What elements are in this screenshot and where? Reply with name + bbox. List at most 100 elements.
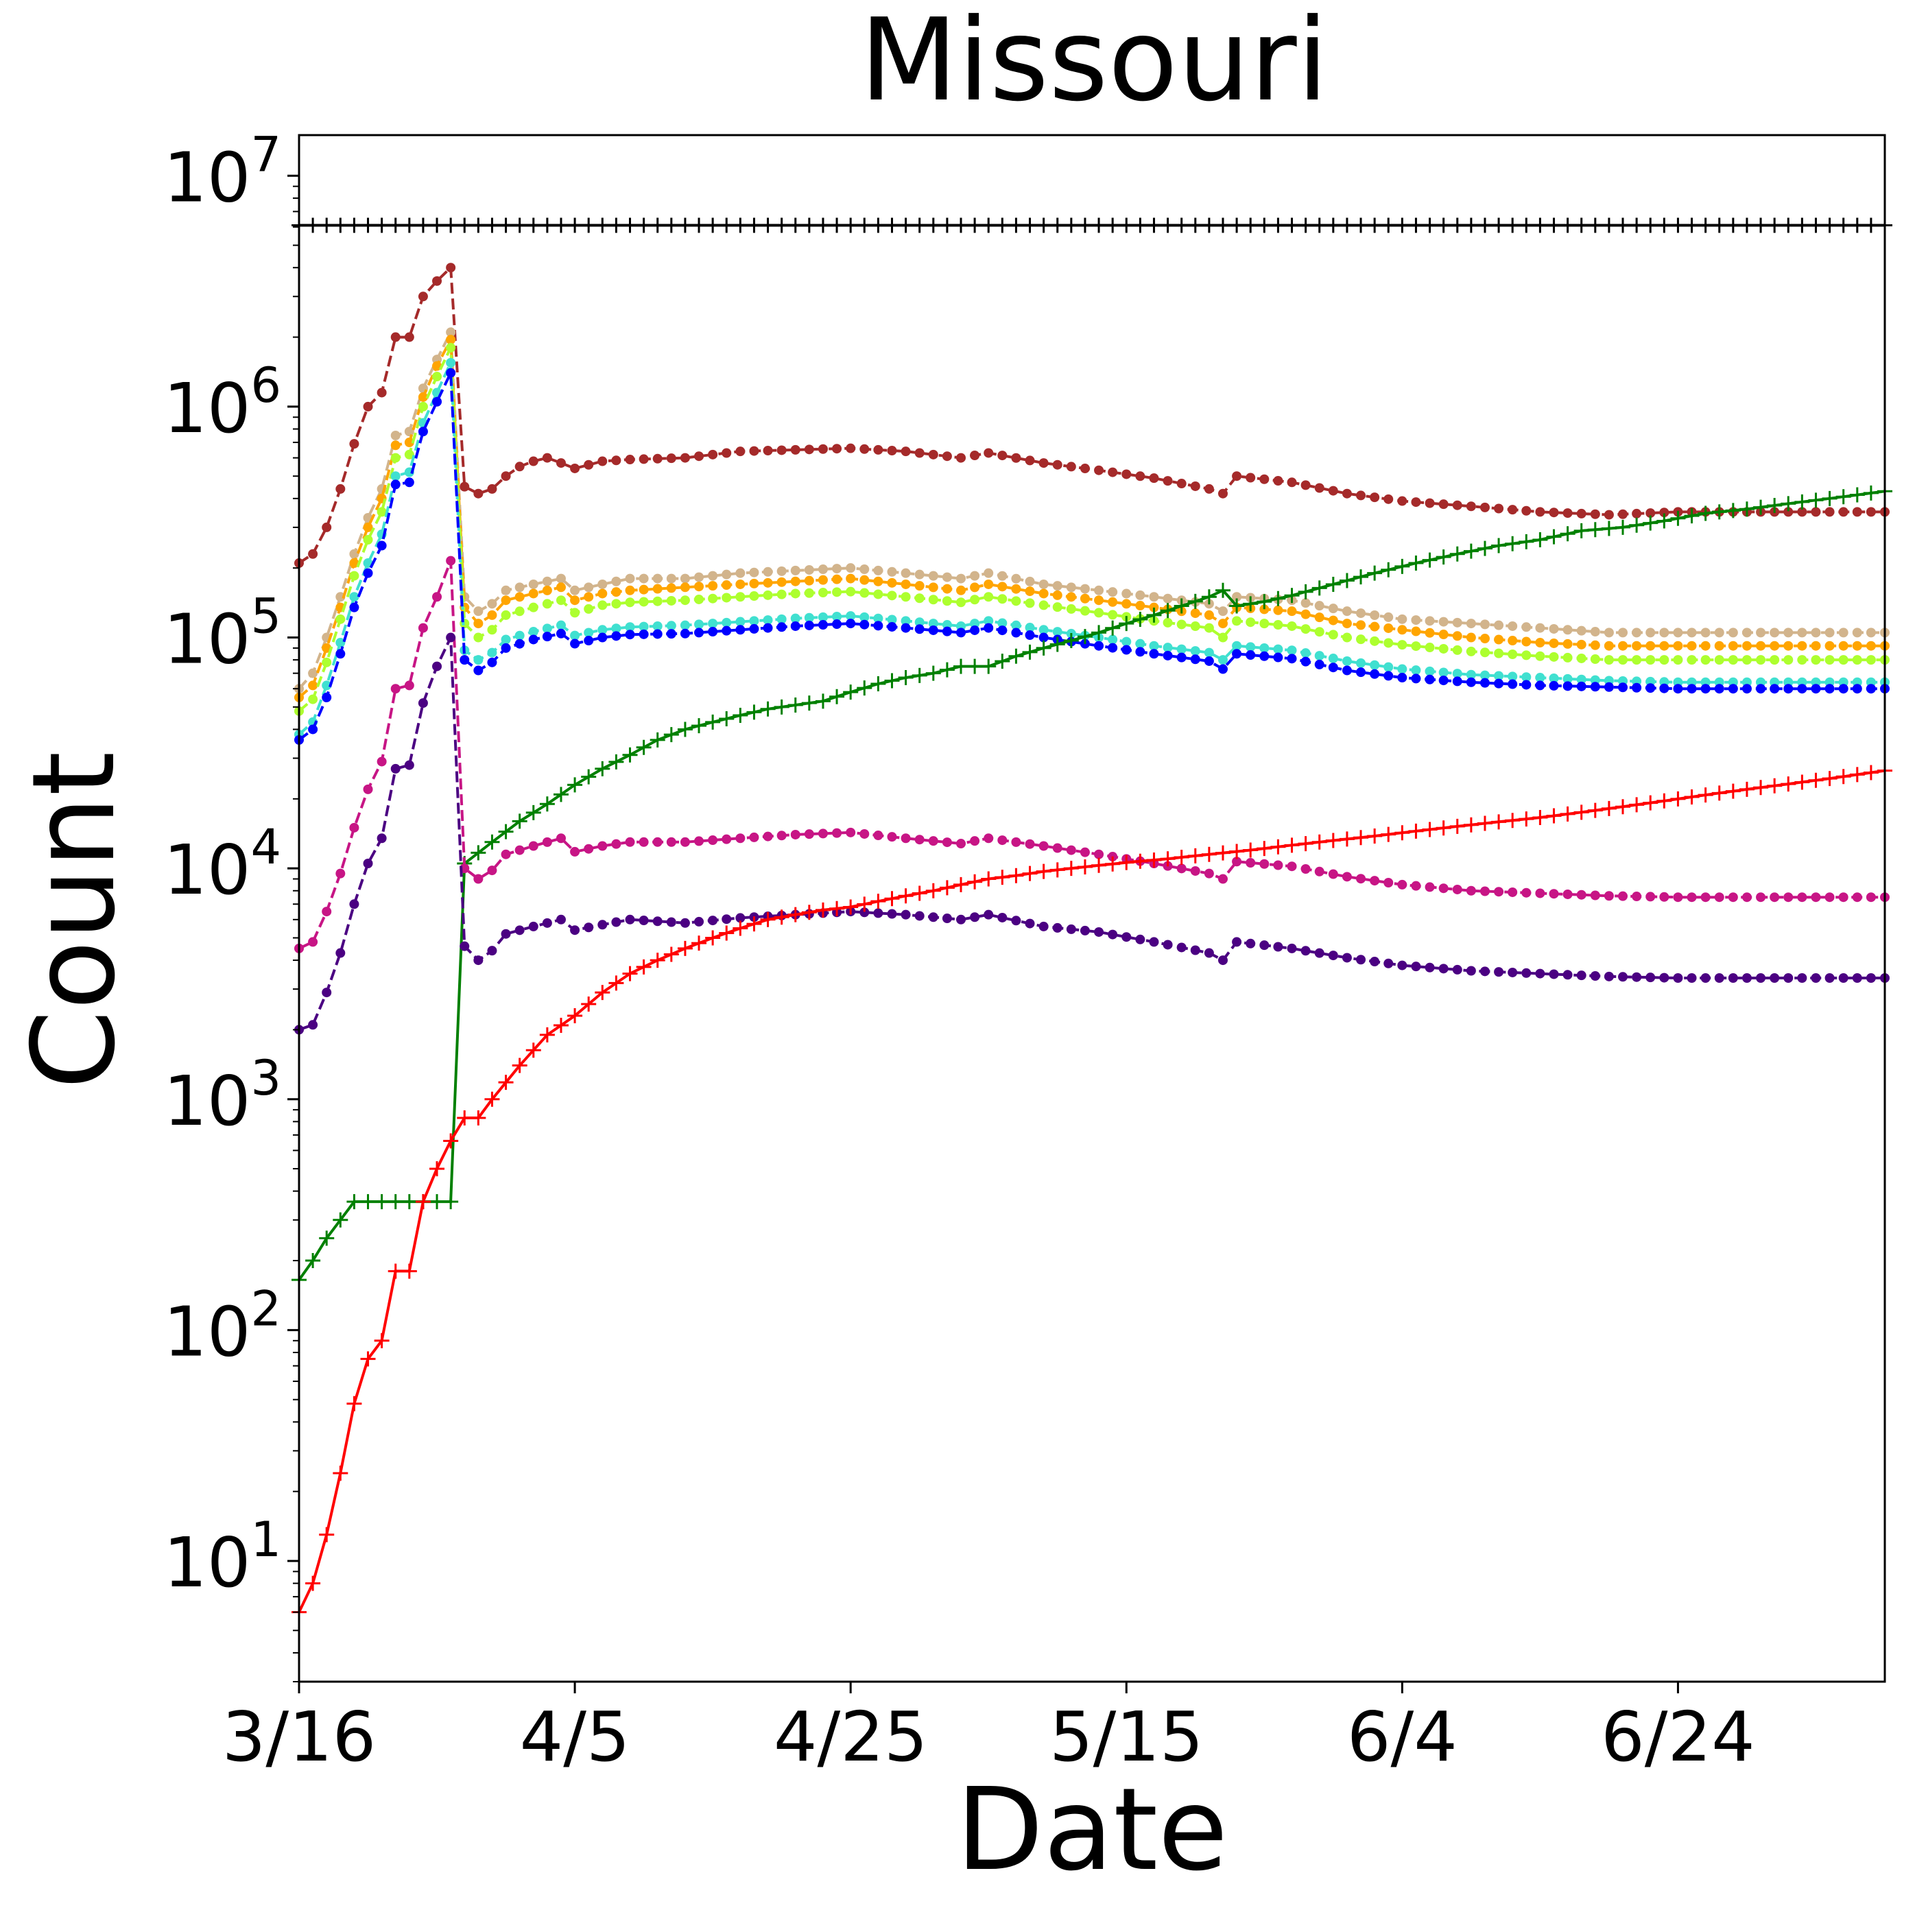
data-point bbox=[1728, 684, 1738, 694]
data-point bbox=[487, 599, 497, 609]
data-point bbox=[763, 446, 773, 456]
data-point bbox=[460, 481, 470, 492]
data-point bbox=[1756, 641, 1766, 651]
data-point bbox=[1452, 884, 1462, 894]
data-point bbox=[857, 680, 872, 696]
data-point bbox=[401, 1263, 417, 1279]
data-point bbox=[652, 621, 663, 631]
data-point bbox=[1824, 655, 1835, 665]
data-point bbox=[1259, 474, 1270, 484]
data-point bbox=[1025, 455, 1035, 466]
data-point bbox=[1066, 845, 1076, 855]
data-point bbox=[498, 1075, 514, 1090]
data-point bbox=[804, 612, 814, 623]
data-point bbox=[1383, 494, 1394, 504]
data-point bbox=[611, 455, 621, 466]
data-point bbox=[680, 582, 690, 593]
data-point bbox=[1684, 789, 1700, 804]
data-point bbox=[1576, 970, 1586, 981]
data-point bbox=[749, 578, 759, 588]
data-point bbox=[1576, 674, 1586, 684]
data-point bbox=[639, 629, 649, 639]
data-point bbox=[487, 647, 497, 658]
data-point bbox=[1532, 532, 1548, 548]
data-point bbox=[984, 568, 994, 578]
data-point bbox=[308, 937, 318, 947]
data-point bbox=[901, 623, 911, 633]
data-point bbox=[1838, 507, 1848, 517]
y-tick-label: 103 bbox=[163, 1050, 281, 1141]
data-point bbox=[887, 567, 897, 577]
data-point bbox=[970, 625, 980, 635]
data-point bbox=[1590, 970, 1600, 981]
data-point bbox=[1187, 593, 1203, 609]
data-point bbox=[1783, 684, 1794, 694]
data-point bbox=[956, 573, 966, 584]
data-point bbox=[722, 569, 732, 580]
data-point bbox=[597, 632, 608, 643]
data-point bbox=[319, 217, 335, 233]
data-point bbox=[1229, 844, 1245, 859]
data-point bbox=[1449, 217, 1465, 233]
data-point bbox=[1549, 969, 1559, 979]
data-point bbox=[898, 670, 914, 686]
data-point bbox=[1217, 632, 1228, 643]
data-point bbox=[501, 585, 511, 595]
data-point bbox=[1342, 953, 1352, 963]
data-point bbox=[719, 711, 735, 726]
data-point bbox=[443, 217, 459, 233]
data-point bbox=[1618, 682, 1628, 693]
data-point bbox=[749, 623, 759, 634]
data-point bbox=[1466, 677, 1476, 687]
data-point bbox=[335, 638, 346, 648]
data-point bbox=[1521, 636, 1532, 647]
data-point bbox=[804, 829, 814, 839]
data-point bbox=[997, 594, 1008, 604]
data-point bbox=[1091, 857, 1107, 873]
series-8 bbox=[294, 556, 1890, 953]
data-point bbox=[652, 573, 663, 584]
data-point bbox=[553, 217, 569, 233]
data-point bbox=[1656, 217, 1672, 233]
data-point bbox=[333, 217, 348, 233]
data-point bbox=[1629, 217, 1645, 233]
data-point bbox=[1838, 973, 1848, 983]
data-point bbox=[652, 596, 663, 606]
x-axis-label: Date bbox=[956, 1764, 1228, 1896]
data-point bbox=[818, 588, 828, 598]
data-point bbox=[1381, 826, 1396, 842]
data-point bbox=[418, 698, 428, 708]
data-point bbox=[1300, 864, 1311, 874]
data-point bbox=[901, 579, 911, 589]
data-point bbox=[984, 592, 994, 602]
data-point bbox=[1687, 641, 1697, 651]
data-point bbox=[804, 444, 814, 455]
data-point bbox=[1587, 217, 1603, 233]
data-point bbox=[363, 522, 373, 532]
data-point bbox=[967, 658, 983, 674]
data-point bbox=[1741, 655, 1752, 665]
data-point bbox=[691, 718, 707, 734]
data-point bbox=[1121, 636, 1132, 647]
data-point bbox=[1314, 612, 1324, 623]
data-point bbox=[1645, 973, 1656, 983]
data-point bbox=[1659, 973, 1669, 983]
data-point bbox=[1438, 676, 1449, 686]
data-point bbox=[873, 589, 883, 599]
data-point bbox=[1270, 591, 1286, 606]
data-point bbox=[790, 588, 800, 599]
data-point bbox=[1149, 649, 1159, 659]
data-point bbox=[846, 563, 856, 573]
data-point bbox=[774, 909, 789, 925]
data-point bbox=[473, 665, 484, 676]
data-point bbox=[556, 582, 566, 593]
data-point bbox=[1105, 856, 1121, 872]
data-point bbox=[1562, 681, 1573, 691]
data-point bbox=[1204, 948, 1214, 958]
data-point bbox=[611, 631, 621, 641]
data-point bbox=[1011, 916, 1021, 926]
data-point bbox=[705, 930, 721, 946]
data-point bbox=[1163, 650, 1173, 660]
data-point bbox=[1466, 501, 1476, 512]
